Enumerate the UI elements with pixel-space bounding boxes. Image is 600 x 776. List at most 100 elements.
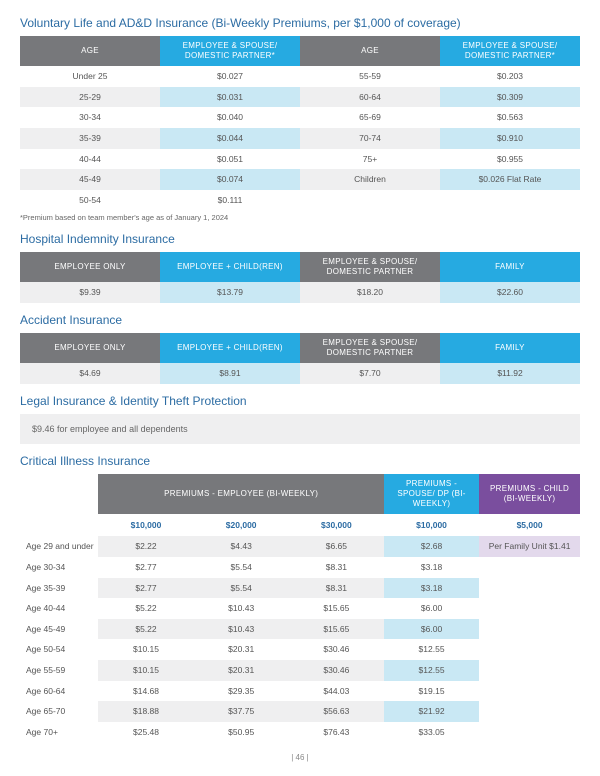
ci-e20: $20.31 <box>194 639 289 660</box>
vlife-age: 75+ <box>300 149 440 170</box>
ci-age: Age 35-39 <box>20 578 98 599</box>
vlife-val: $0.203 <box>440 66 580 87</box>
hosp-hdr-fam: FAMILY <box>440 252 580 282</box>
accident-title: Accident Insurance <box>20 313 580 327</box>
vlife-age: 60-64 <box>300 87 440 108</box>
vlife-hdr-esdp1: EMPLOYEE & SPOUSE/ DOMESTIC PARTNER* <box>160 36 300 66</box>
acc-fam: $11.92 <box>440 363 580 384</box>
ci-age: Age 60-64 <box>20 681 98 702</box>
vlife-val: $0.910 <box>440 128 580 149</box>
legal-title: Legal Insurance & Identity Theft Protect… <box>20 394 580 408</box>
ci-e30: $76.43 <box>289 722 384 743</box>
ci-age: Age 70+ <box>20 722 98 743</box>
ci-sub-10: $10,000 <box>98 514 193 537</box>
ci-e20: $20.31 <box>194 660 289 681</box>
vlife-age: 50-54 <box>20 190 160 211</box>
ci-e30: $8.31 <box>289 557 384 578</box>
vlife-val: $0.031 <box>160 87 300 108</box>
ci-e20: $50.95 <box>194 722 289 743</box>
ci-e30: $8.31 <box>289 578 384 599</box>
ci-age: Age 29 and under <box>20 536 98 557</box>
vlife-age: Under 25 <box>20 66 160 87</box>
vlife-footnote: *Premium based on team member's age as o… <box>20 213 580 222</box>
hosp-ec: $13.79 <box>160 282 300 303</box>
ci-child-cell: Per Family Unit $1.41 <box>479 536 580 557</box>
acc-eo: $4.69 <box>20 363 160 384</box>
ci-age: Age 30-34 <box>20 557 98 578</box>
vlife-age: Children <box>300 169 440 190</box>
vlife-table: AGE EMPLOYEE & SPOUSE/ DOMESTIC PARTNER*… <box>20 36 580 210</box>
vlife-val: $0.074 <box>160 169 300 190</box>
ci-e30: $30.46 <box>289 660 384 681</box>
page-number: | 46 | <box>20 753 580 762</box>
ci-hdr-ch: PREMIUMS - CHILD (BI-WEEKLY) <box>479 474 580 514</box>
acc-ec: $8.91 <box>160 363 300 384</box>
acc-hdr-fam: FAMILY <box>440 333 580 363</box>
ci-s10: $12.55 <box>384 660 479 681</box>
hosp-hdr-ec: EMPLOYEE + CHILD(REN) <box>160 252 300 282</box>
ci-s10: $6.00 <box>384 598 479 619</box>
ci-sub-s10: $10,000 <box>384 514 479 537</box>
ci-hdr-sp: PREMIUMS - SPOUSE/ DP (BI-WEEKLY) <box>384 474 479 514</box>
ci-e20: $10.43 <box>194 598 289 619</box>
ci-e20: $5.54 <box>194 557 289 578</box>
ci-e10: $2.77 <box>98 557 193 578</box>
acc-es: $7.70 <box>300 363 440 384</box>
ci-e10: $2.22 <box>98 536 193 557</box>
ci-e10: $5.22 <box>98 619 193 640</box>
ci-age: Age 45-49 <box>20 619 98 640</box>
ci-e10: $2.77 <box>98 578 193 599</box>
ci-e30: $56.63 <box>289 701 384 722</box>
ci-e10: $10.15 <box>98 639 193 660</box>
vlife-age: 30-34 <box>20 107 160 128</box>
ci-s10: $3.18 <box>384 557 479 578</box>
ci-e10: $25.48 <box>98 722 193 743</box>
vlife-age: 35-39 <box>20 128 160 149</box>
ci-e30: $6.65 <box>289 536 384 557</box>
ci-e10: $18.88 <box>98 701 193 722</box>
ci-e30: $30.46 <box>289 639 384 660</box>
ci-hdr-emp: PREMIUMS - EMPLOYEE (BI-WEEKLY) <box>98 474 384 514</box>
ci-sub-blank <box>20 514 98 537</box>
ci-e20: $37.75 <box>194 701 289 722</box>
vlife-age: 65-69 <box>300 107 440 128</box>
vlife-val: $0.026 Flat Rate <box>440 169 580 190</box>
hospital-title: Hospital Indemnity Insurance <box>20 232 580 246</box>
ci-title: Critical Illness Insurance <box>20 454 580 468</box>
ci-s10: $21.92 <box>384 701 479 722</box>
ci-s10: $33.05 <box>384 722 479 743</box>
ci-s10: $6.00 <box>384 619 479 640</box>
vlife-age: 25-29 <box>20 87 160 108</box>
ci-e30: $15.65 <box>289 598 384 619</box>
vlife-val: $0.044 <box>160 128 300 149</box>
ci-s10: $19.15 <box>384 681 479 702</box>
ci-sub-20: $20,000 <box>194 514 289 537</box>
vlife-title: Voluntary Life and AD&D Insurance (Bi-We… <box>20 16 580 30</box>
hosp-hdr-eo: EMPLOYEE ONLY <box>20 252 160 282</box>
hospital-table: EMPLOYEE ONLY EMPLOYEE + CHILD(REN) EMPL… <box>20 252 580 303</box>
ci-e10: $14.68 <box>98 681 193 702</box>
acc-hdr-ec: EMPLOYEE + CHILD(REN) <box>160 333 300 363</box>
ci-age: Age 50-54 <box>20 639 98 660</box>
legal-text: $9.46 for employee and all dependents <box>20 414 580 444</box>
vlife-val: $0.051 <box>160 149 300 170</box>
ci-table: PREMIUMS - EMPLOYEE (BI-WEEKLY) PREMIUMS… <box>20 474 580 743</box>
ci-s10: $12.55 <box>384 639 479 660</box>
ci-e20: $10.43 <box>194 619 289 640</box>
acc-hdr-es: EMPLOYEE & SPOUSE/ DOMESTIC PARTNER <box>300 333 440 363</box>
ci-e10: $10.15 <box>98 660 193 681</box>
vlife-val: $0.309 <box>440 87 580 108</box>
acc-hdr-eo: EMPLOYEE ONLY <box>20 333 160 363</box>
ci-s10: $2.68 <box>384 536 479 557</box>
vlife-val: $0.955 <box>440 149 580 170</box>
vlife-age <box>300 190 440 211</box>
accident-table: EMPLOYEE ONLY EMPLOYEE + CHILD(REN) EMPL… <box>20 333 580 384</box>
hosp-es: $18.20 <box>300 282 440 303</box>
ci-e30: $44.03 <box>289 681 384 702</box>
hosp-eo: $9.39 <box>20 282 160 303</box>
vlife-age: 70-74 <box>300 128 440 149</box>
ci-e20: $4.43 <box>194 536 289 557</box>
vlife-val <box>440 190 580 211</box>
vlife-val: $0.563 <box>440 107 580 128</box>
ci-e30: $15.65 <box>289 619 384 640</box>
